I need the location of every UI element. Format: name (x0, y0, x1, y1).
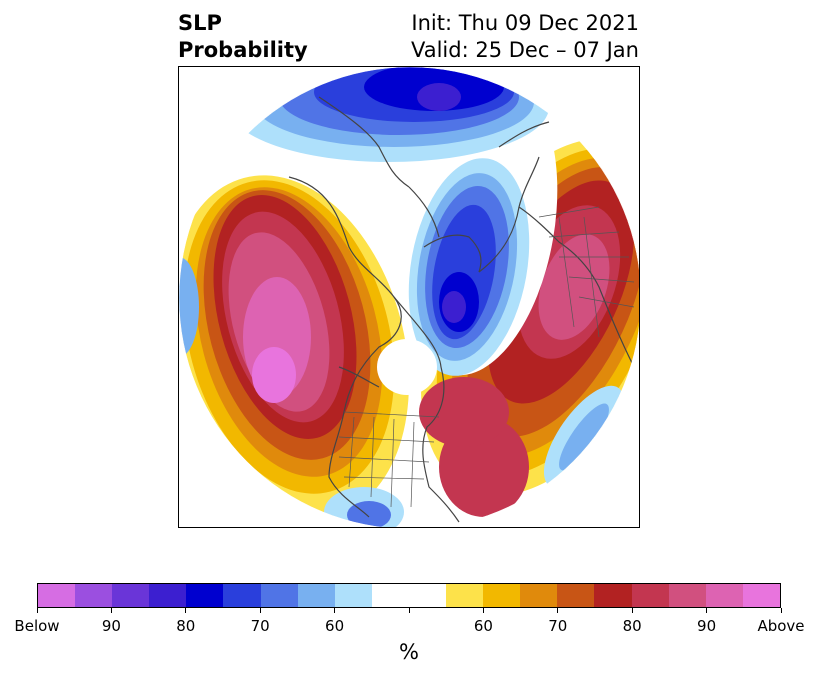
colorbar-tick-label: 60 (473, 617, 493, 635)
colorbar-segment (446, 584, 484, 607)
colorbar-segment (408, 584, 447, 607)
init-date: Init: Thu 09 Dec 2021 (411, 11, 639, 35)
pacific-above-region (179, 175, 409, 519)
colorbar-segment (112, 584, 150, 607)
west-below-region (179, 257, 199, 357)
colorbar-segment (223, 584, 261, 607)
colorbar-segment (186, 584, 224, 607)
chart-title-right: Init: Thu 09 Dec 2021 Valid: 25 Dec – 07… (411, 10, 639, 64)
colorbar-tick (482, 608, 484, 613)
colorbar-tick-label: Above (757, 617, 805, 635)
colorbar-tick-label: 80 (176, 617, 196, 635)
colorbar-tick-label: 90 (101, 617, 121, 635)
valid-range: Valid: 25 Dec – 07 Jan (410, 38, 639, 62)
north-america-neutral (377, 339, 437, 395)
borders (338, 206, 635, 508)
colorbar-segment (520, 584, 558, 607)
colorbar-tick (631, 608, 633, 613)
colorbar-segment (705, 584, 743, 607)
colorbar-tick-label: 70 (250, 617, 270, 635)
projection-disk (179, 67, 639, 527)
colorbar-tick (780, 608, 782, 613)
colorbar-segment (631, 584, 669, 607)
title-variable: SLP (178, 11, 222, 35)
colorbar-segment (371, 584, 409, 607)
probability-map (179, 67, 639, 527)
map-panel (178, 66, 640, 528)
colorbar (37, 583, 781, 608)
colorbar-tick (110, 608, 112, 613)
colorbar-segment (742, 584, 780, 607)
colorbar-segment (483, 584, 521, 607)
colorbar-unit: % (399, 640, 419, 664)
colorbar-segment (297, 584, 335, 607)
colorbar-tick-label: 90 (697, 617, 717, 635)
title-metric: Probability (178, 38, 308, 62)
colorbar-tick (557, 608, 559, 613)
colorbar-tick-label: Below (14, 617, 60, 635)
colorbar-segment (260, 584, 298, 607)
colorbar-tick (334, 608, 336, 613)
chart-title-left: SLP Probability (178, 10, 308, 64)
colorbar-tick (36, 608, 38, 613)
colorbar-tick (706, 608, 708, 613)
colorbar-segment (38, 584, 76, 607)
colorbar-tick (259, 608, 261, 613)
colorbar-segment (594, 584, 632, 607)
colorbar-tick-label: 70 (548, 617, 568, 635)
colorbar-segment (668, 584, 706, 607)
colorbar-segment (334, 584, 372, 607)
east-below-core (559, 403, 609, 471)
colorbar-tick (408, 608, 410, 613)
arctic-below-region (229, 67, 558, 376)
colorbar-segment (149, 584, 187, 607)
coastlines (288, 96, 635, 523)
colorbar-segment (75, 584, 113, 607)
colorbar-tick (185, 608, 187, 613)
colorbar-segment (557, 584, 595, 607)
colorbar-tick-label: 80 (622, 617, 642, 635)
colorbar-tick-label: 60 (325, 617, 345, 635)
